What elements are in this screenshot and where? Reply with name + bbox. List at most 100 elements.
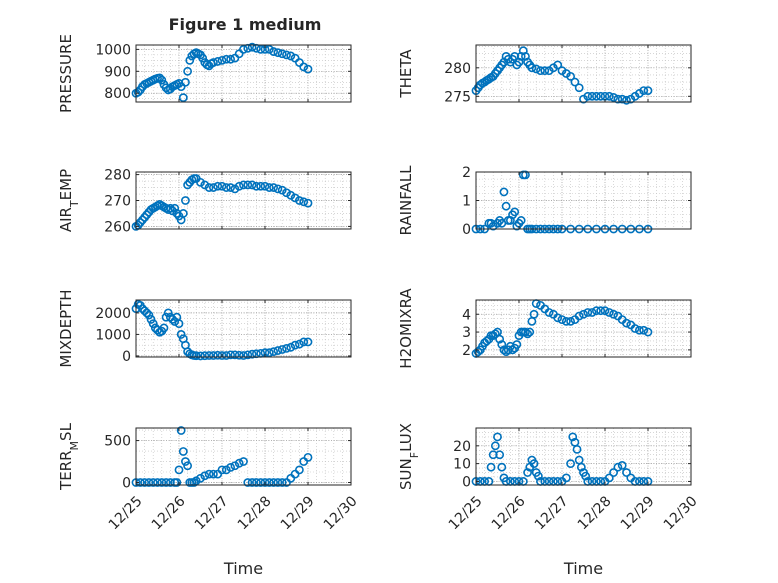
- subplot-mixdepth: 0 1000 2000 MIXDEPTH: [57, 289, 352, 368]
- data-point: [191, 476, 201, 486]
- data-point: [189, 478, 199, 487]
- x-tick-label: 12/29: [618, 493, 658, 533]
- y-tick-label: 1000: [95, 327, 131, 343]
- axes-frame: [135, 299, 352, 358]
- y-axis-label: SUNFLUX: [397, 423, 421, 490]
- data-point: [587, 308, 597, 317]
- data-point: [282, 188, 291, 198]
- subplot-air-temp: 260 270 280 AIRTEMP: [57, 168, 352, 235]
- y-tick-label: 2000: [95, 306, 131, 322]
- data-point: [529, 309, 539, 319]
- x-tick-label: 12/27: [532, 493, 572, 533]
- data-point: [540, 66, 550, 76]
- data-point: [264, 478, 274, 487]
- data-point: [512, 340, 522, 349]
- data-point: [269, 183, 278, 192]
- data-point: [609, 93, 618, 102]
- y-axis-label: RAINFALL: [397, 165, 415, 236]
- data-point: [247, 42, 257, 52]
- data-point: [643, 86, 653, 95]
- y-tick-label: 280: [104, 168, 131, 184]
- data-point: [170, 317, 180, 326]
- data-point: [217, 181, 227, 191]
- data-point: [583, 308, 593, 317]
- data-point: [196, 177, 205, 187]
- data-point: [247, 478, 257, 487]
- x-tick-label: 12/29: [278, 493, 318, 533]
- data-point: [191, 351, 201, 361]
- data-point: [294, 196, 304, 205]
- data-point: [196, 473, 205, 483]
- data-point: [148, 478, 158, 487]
- y-axis-label: TERRMSL: [57, 422, 81, 491]
- data-point: [553, 313, 563, 323]
- x-axis-label: Time: [223, 559, 263, 578]
- data-point: [178, 209, 188, 218]
- y-tick-label: 270: [104, 194, 131, 210]
- y-axis-label: AIRTEMP: [57, 169, 81, 232]
- subplot-rainfall: 0 1 2 RAINFALL: [397, 165, 692, 238]
- data-point: [243, 350, 253, 360]
- data-point: [260, 478, 270, 487]
- data-point: [508, 345, 517, 355]
- data-point: [557, 315, 567, 324]
- x-tick-label: 12/28: [575, 493, 615, 533]
- data-point: [264, 348, 274, 358]
- data-point: [521, 170, 530, 180]
- data-point: [277, 49, 287, 59]
- data-point: [200, 180, 210, 190]
- data-point: [251, 478, 261, 487]
- x-tick-label: 12/25: [106, 493, 146, 533]
- data-point: [639, 325, 649, 335]
- y-tick-label: 0: [122, 349, 131, 365]
- data-point: [533, 471, 543, 481]
- y-tick-label: 1: [462, 194, 471, 210]
- subplot-h2omixra: 2 3 4 H2OMIXRA: [397, 288, 692, 369]
- data-point: [208, 469, 218, 479]
- y-tick-label: 1000: [95, 42, 131, 58]
- data-point: [146, 314, 156, 324]
- data-point: [282, 50, 291, 60]
- data-point: [523, 329, 532, 339]
- data-point: [144, 478, 154, 487]
- data-point: [286, 342, 296, 352]
- data-point: [181, 196, 190, 205]
- data-point: [213, 57, 223, 66]
- data-point: [178, 447, 188, 456]
- data-point: [221, 351, 231, 360]
- data-point: [617, 94, 627, 104]
- data-point: [239, 44, 248, 54]
- data-point: [221, 54, 231, 64]
- data-point: [568, 432, 578, 442]
- data-point: [208, 351, 218, 360]
- data-point: [617, 461, 627, 470]
- axes-background: [136, 300, 351, 357]
- data-point: [176, 426, 186, 435]
- axes-frame: [475, 427, 692, 486]
- data-point: [536, 66, 545, 76]
- data-point: [256, 478, 266, 487]
- data-point: [495, 450, 505, 460]
- data-point: [592, 306, 601, 316]
- data-point: [561, 316, 571, 326]
- x-tick-label: 12/30: [661, 493, 701, 533]
- data-point: [234, 181, 244, 191]
- data-point: [576, 462, 586, 472]
- data-point: [490, 329, 500, 339]
- data-point: [226, 54, 235, 64]
- data-point: [159, 323, 169, 333]
- x-tick-label: 12/27: [192, 493, 232, 533]
- data-point: [299, 197, 309, 207]
- y-axis-label: PRESSURE: [57, 34, 75, 113]
- data-point: [273, 478, 283, 487]
- y-tick-label: 280: [444, 61, 471, 77]
- y-tick-label: 500: [104, 434, 131, 450]
- data-point: [273, 48, 283, 58]
- data-point: [217, 55, 227, 65]
- data-point: [230, 461, 240, 471]
- x-axis-label: Time: [563, 559, 603, 578]
- data-point: [499, 345, 509, 355]
- data-point: [639, 86, 649, 95]
- data-point: [217, 351, 227, 360]
- data-point: [581, 471, 591, 481]
